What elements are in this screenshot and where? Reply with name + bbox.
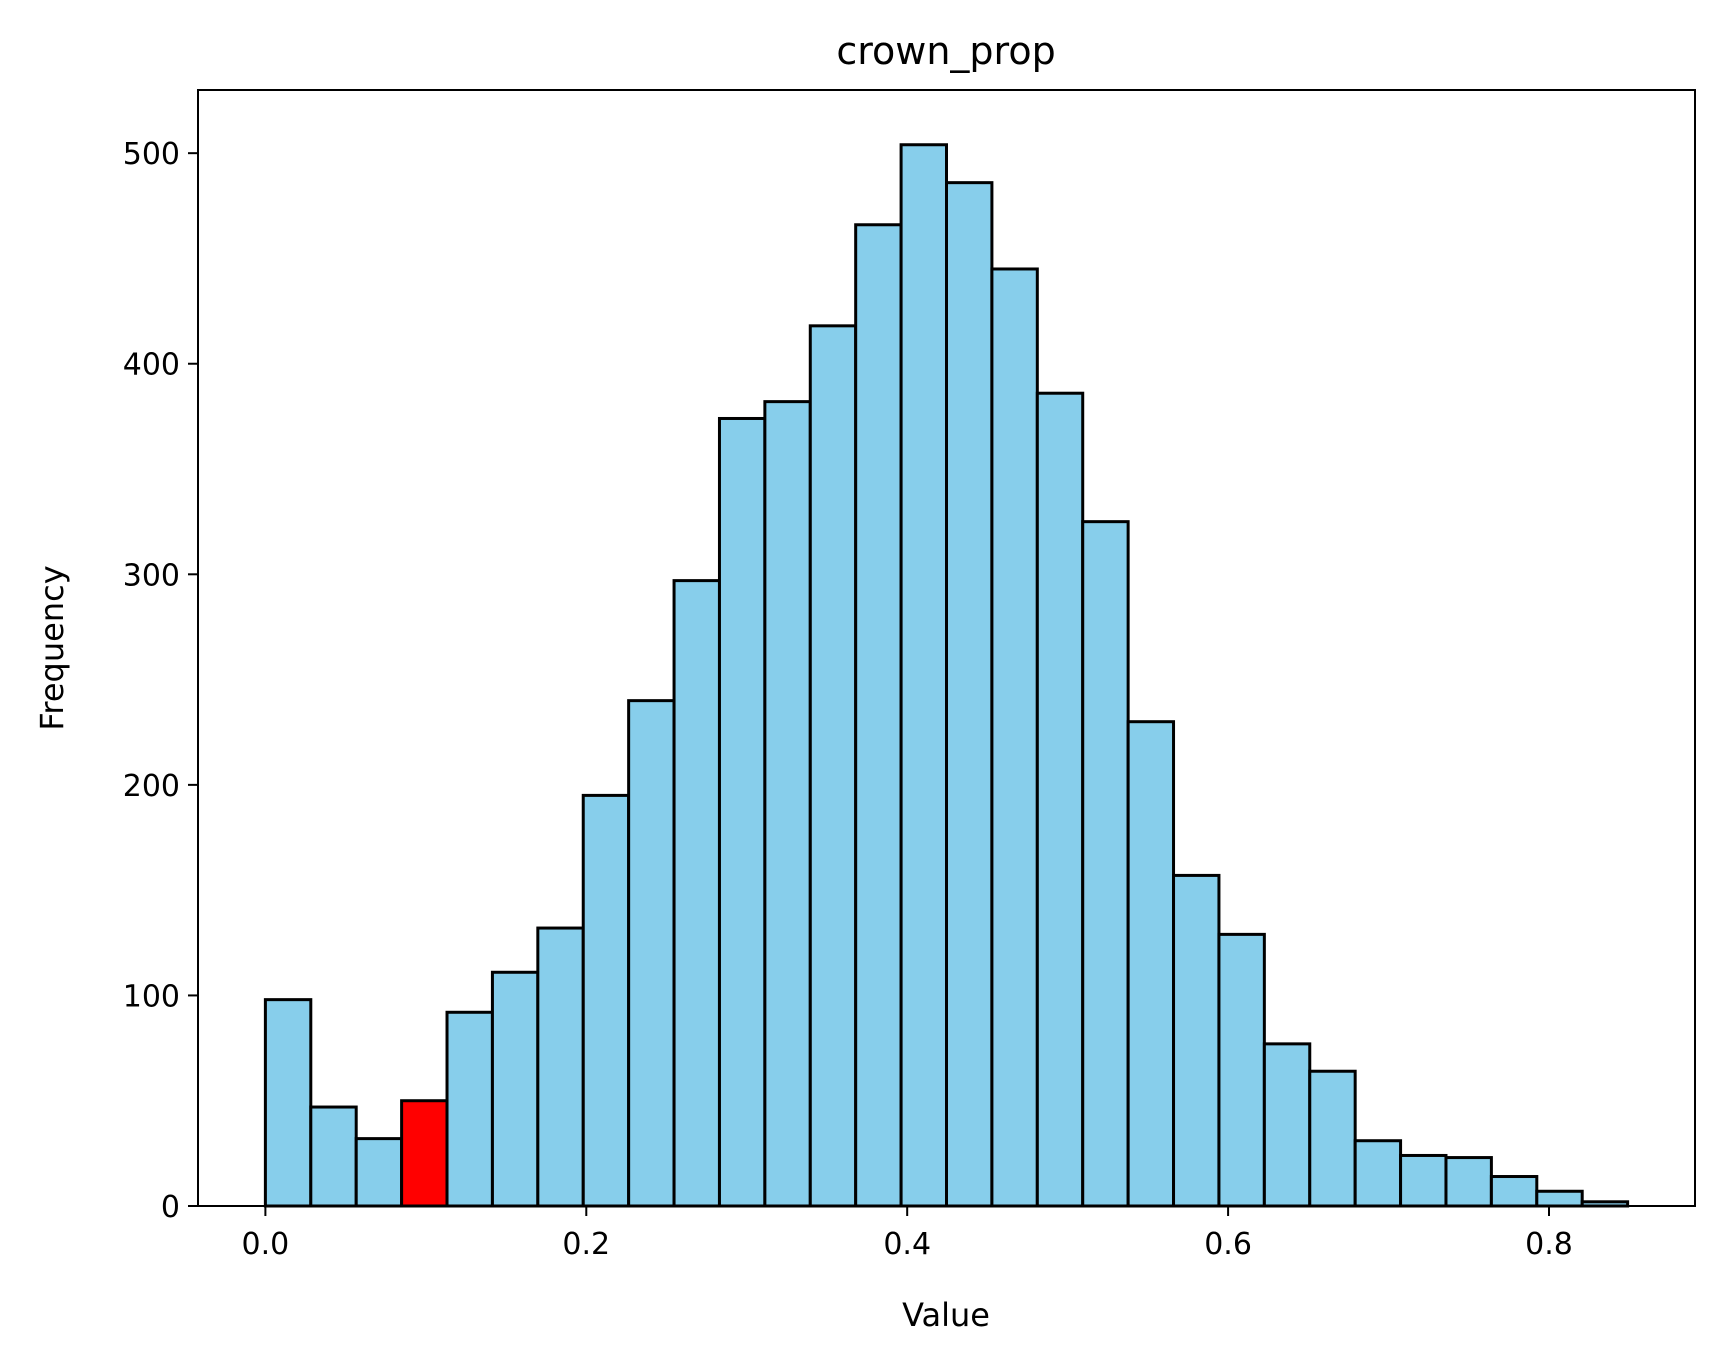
x-tick-label: 0.4 xyxy=(883,1227,931,1262)
histogram-bar xyxy=(1126,720,1176,1208)
x-axis-label: Value xyxy=(902,1296,990,1334)
y-ticks-group: 0 100 200 300 400 500 xyxy=(123,137,198,1225)
histogram-bar xyxy=(581,793,631,1208)
histogram-bar-highlighted xyxy=(400,1099,449,1208)
y-tick-label: 500 xyxy=(123,137,180,172)
histogram-bar xyxy=(536,926,585,1208)
histogram-bar xyxy=(1035,391,1085,1208)
bars-group xyxy=(263,143,1630,1208)
histogram-bar xyxy=(1308,1069,1357,1208)
y-tick-label: 100 xyxy=(123,979,180,1014)
histogram-bar xyxy=(1535,1189,1584,1208)
histogram-bar xyxy=(1262,1042,1312,1208)
x-tick-label: 0.2 xyxy=(562,1227,610,1262)
x-tick-label: 0.8 xyxy=(1525,1227,1573,1262)
histogram-bar xyxy=(945,181,994,1208)
histogram-bar xyxy=(354,1137,404,1208)
histogram-bar xyxy=(763,400,812,1208)
histogram-bar xyxy=(1081,520,1130,1208)
y-tick-label: 0 xyxy=(161,1190,180,1225)
x-ticks-group: 0.0 0.2 0.4 0.6 0.8 xyxy=(242,1206,1573,1262)
histogram-bar xyxy=(1399,1153,1448,1208)
plot-frame xyxy=(197,89,1696,1207)
histogram-bar xyxy=(309,1105,358,1208)
histogram-bar xyxy=(1217,932,1266,1208)
histogram-bar xyxy=(445,1010,494,1208)
histogram-bar xyxy=(1489,1175,1539,1208)
x-tick-label: 0.0 xyxy=(242,1227,290,1262)
histogram-bar xyxy=(899,143,948,1208)
histogram-bar xyxy=(1172,873,1221,1208)
x-tick-label: 0.6 xyxy=(1204,1227,1252,1262)
y-tick-label: 300 xyxy=(123,558,180,593)
y-tick-label: 400 xyxy=(123,348,180,383)
histogram-bar xyxy=(263,998,313,1208)
histogram-bar xyxy=(627,699,676,1208)
histogram-bar xyxy=(990,267,1039,1208)
histogram-bar xyxy=(854,223,903,1208)
histogram-bar xyxy=(672,579,721,1208)
histogram-bar xyxy=(1444,1156,1493,1208)
histogram-bar xyxy=(1353,1139,1403,1208)
y-tick-label: 200 xyxy=(123,769,180,804)
y-axis-label: Frequency xyxy=(33,565,71,730)
histogram-bar xyxy=(490,970,540,1208)
chart-title: crown_prop xyxy=(836,29,1055,73)
histogram-bar xyxy=(717,416,767,1208)
histogram-bar xyxy=(808,324,858,1208)
